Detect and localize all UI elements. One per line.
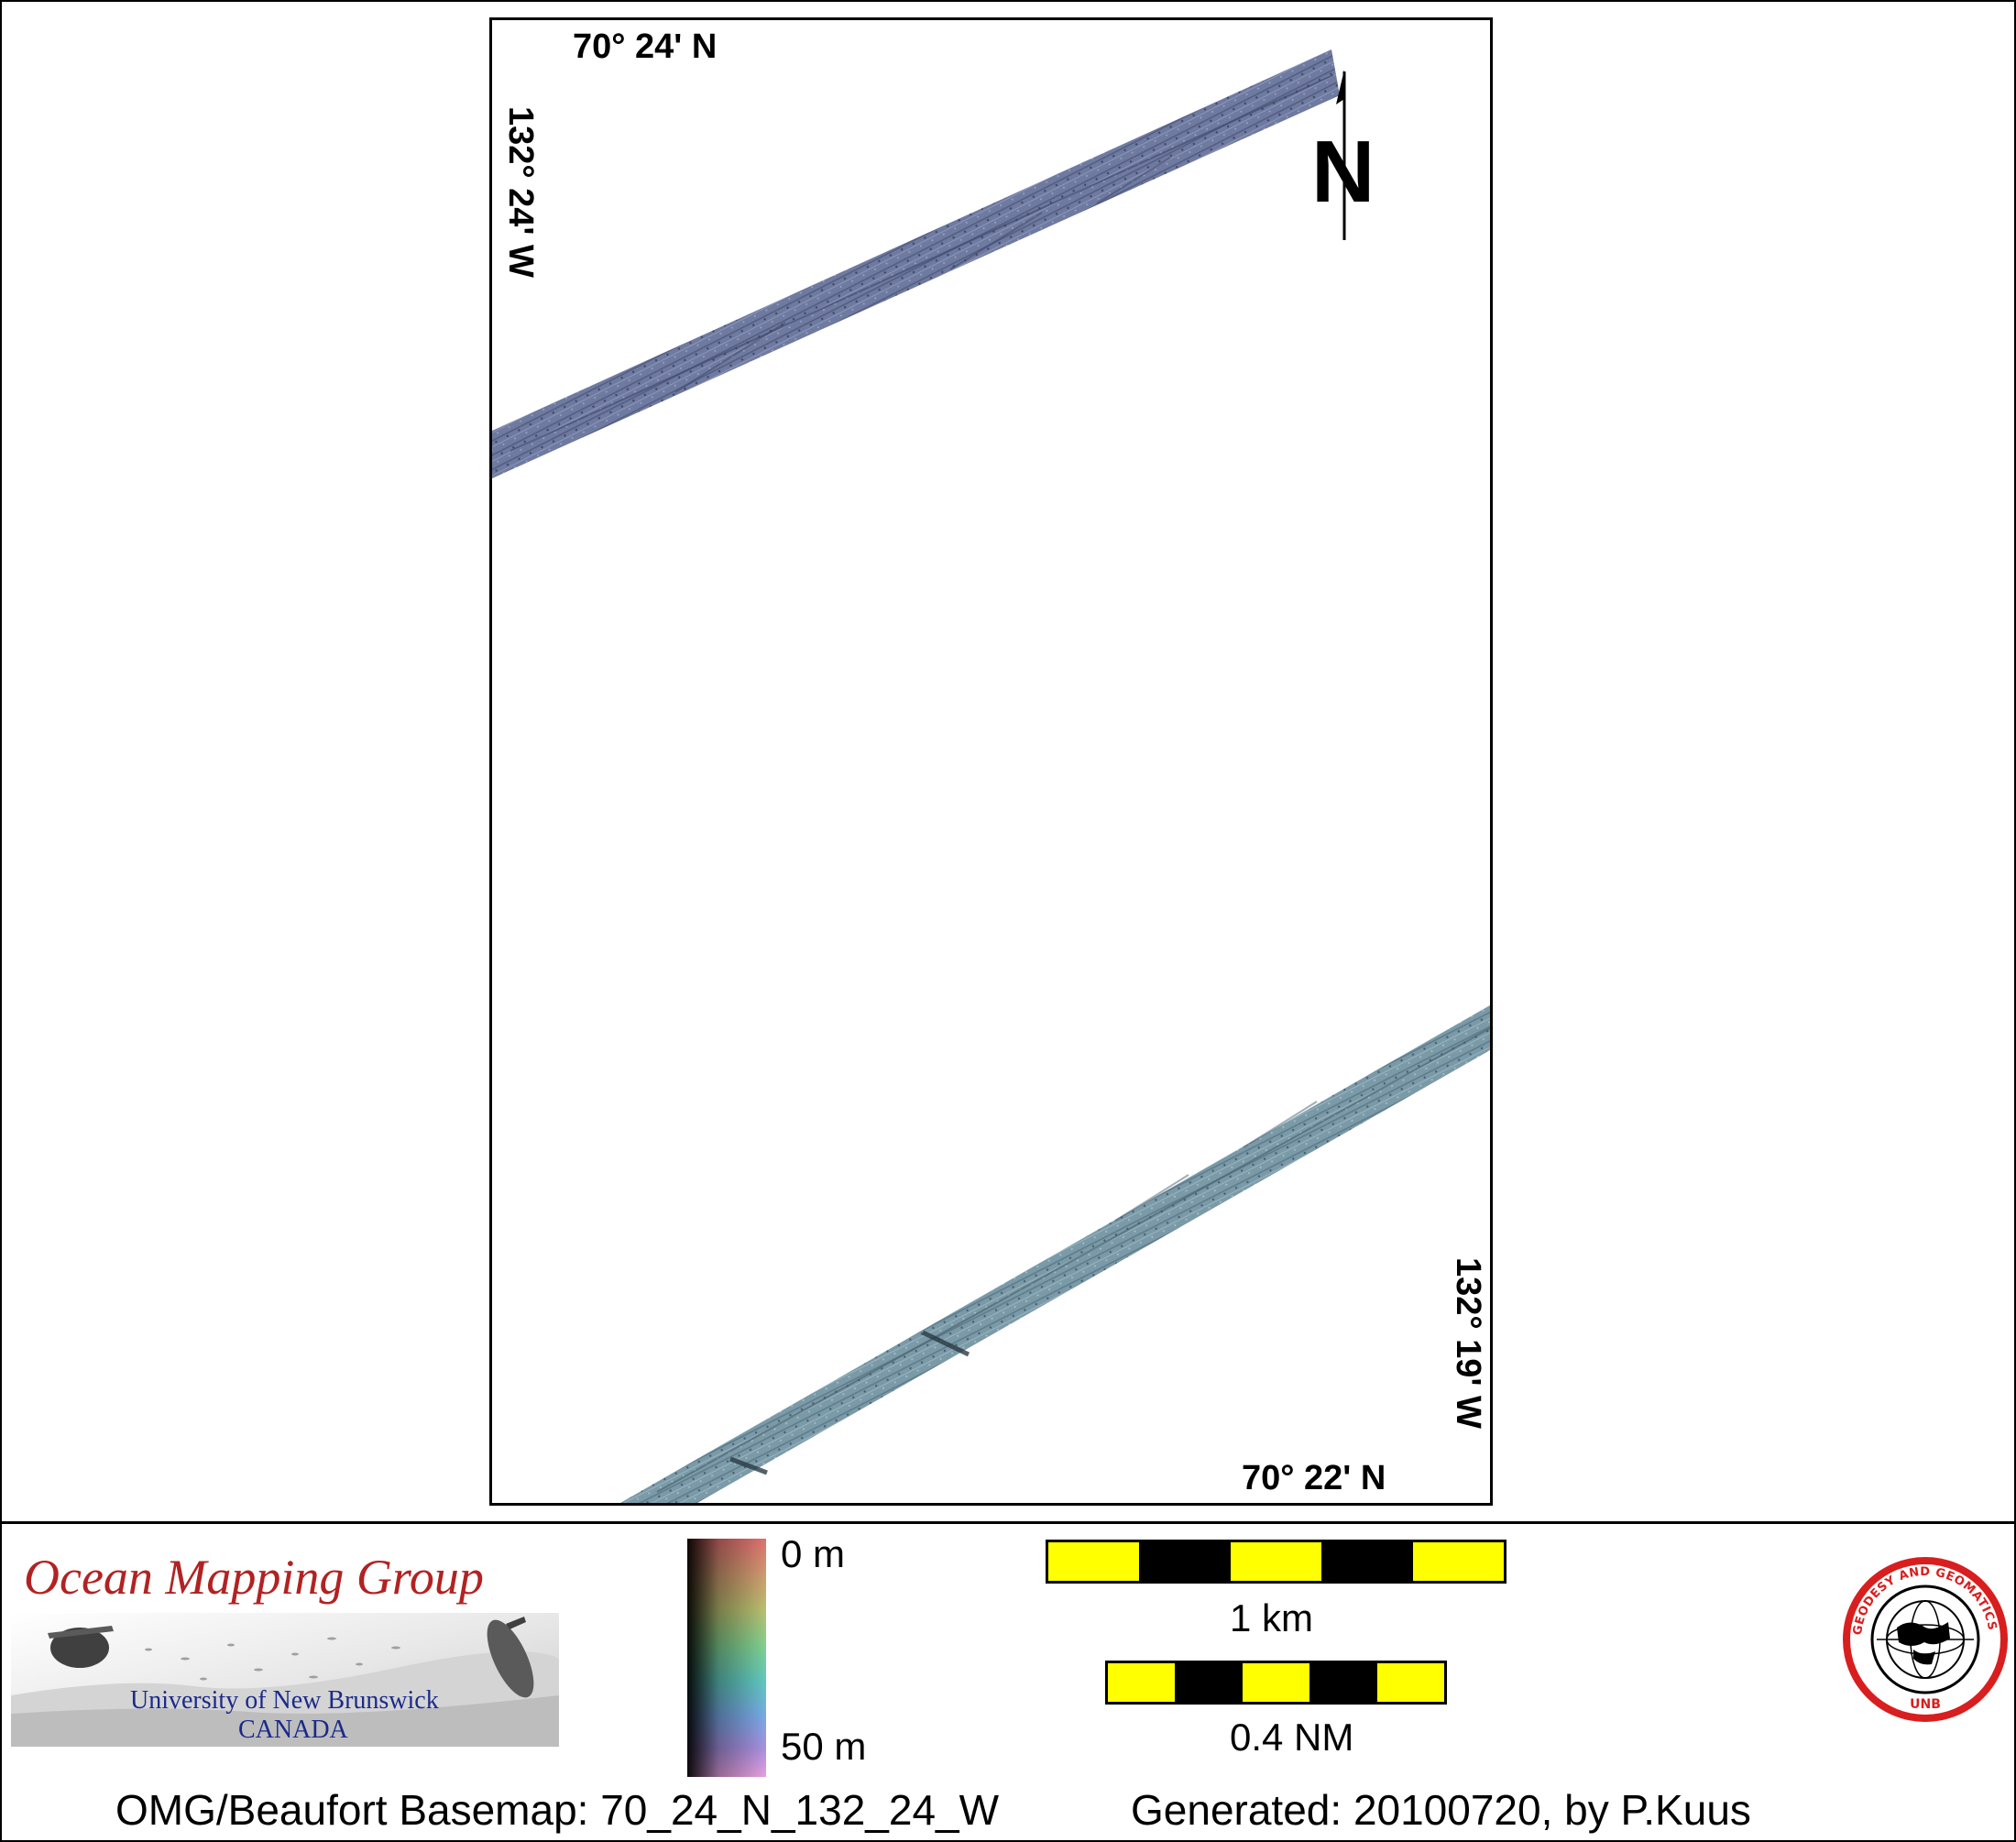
- north-arrow-label: N: [1311, 123, 1375, 221]
- colorbar-max-label: 50 m: [781, 1725, 867, 1768]
- omg-university: University of New Brunswick: [130, 1686, 439, 1715]
- svg-text:UNB: UNB: [1910, 1697, 1941, 1712]
- footer-divider: [0, 1521, 2016, 1524]
- ocean-mapping-group-logo: Ocean Mapping Group University of New Br…: [11, 1549, 559, 1747]
- nm-scalebar: [1105, 1661, 1447, 1705]
- north-arrow-head: [1336, 70, 1344, 104]
- basemap-name: OMG/Beaufort Basemap: 70_24_N_132_24_W: [115, 1786, 1000, 1834]
- colorbar-min-label: 0 m: [781, 1532, 846, 1575]
- omg-country: CANADA: [238, 1716, 348, 1744]
- north-survey-swath: [492, 49, 1340, 478]
- unb-geodesy-seal: GEODESY AND GEOMATICS ENGINEERING UNB: [1840, 1554, 2008, 1722]
- lon-right-label: 132° 19' W: [1449, 1257, 1487, 1429]
- km-scale-label: 1 km: [1230, 1596, 1314, 1639]
- south-survey-swath: [620, 1005, 1490, 1503]
- lat-top-label: 70° 24' N: [573, 27, 718, 66]
- seafloor-relief-image: [11, 1613, 559, 1747]
- map-frame: 70° 24' N 70° 22' N N: [489, 17, 1493, 1506]
- lon-left-label: 132° 24' W: [501, 106, 540, 278]
- bathymetry-map: [492, 49, 1490, 1503]
- km-scalebar: [1046, 1540, 1507, 1584]
- generated-info: Generated: 20100720, by P.Kuus: [1131, 1786, 1751, 1834]
- omg-title: Ocean Mapping Group: [24, 1550, 484, 1605]
- lat-bottom-label: 70° 22' N: [1242, 1459, 1386, 1497]
- nm-scale-label: 0.4 NM: [1230, 1716, 1354, 1759]
- depth-colorbar-shading: [687, 1539, 766, 1777]
